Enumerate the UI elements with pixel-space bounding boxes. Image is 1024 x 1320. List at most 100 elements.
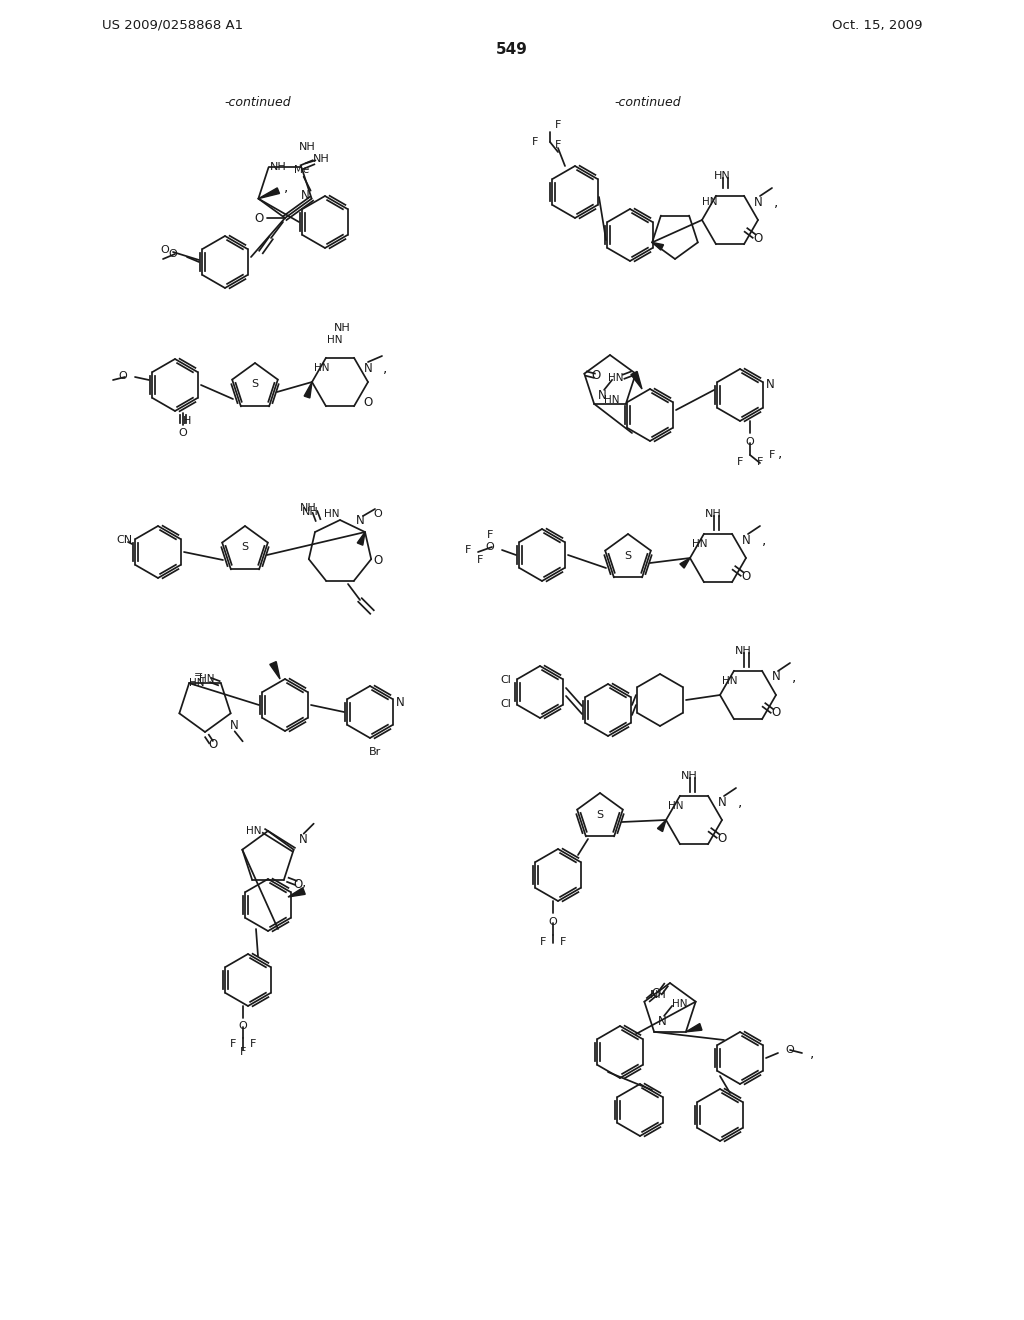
Text: =: =	[195, 671, 204, 680]
Text: O: O	[549, 917, 557, 927]
Text: US 2009/0258868 A1: US 2009/0258868 A1	[102, 18, 243, 32]
Text: O: O	[178, 428, 187, 438]
Text: ,: ,	[762, 533, 766, 546]
Text: N: N	[355, 513, 365, 527]
Text: F: F	[477, 554, 483, 565]
Text: F: F	[555, 140, 561, 150]
Polygon shape	[686, 1023, 702, 1032]
Text: O: O	[208, 738, 218, 751]
Text: O: O	[485, 543, 495, 552]
Text: NH: NH	[313, 154, 330, 165]
Text: ,: ,	[810, 1045, 814, 1060]
Text: F: F	[240, 1047, 246, 1057]
Text: ,: ,	[792, 671, 797, 684]
Text: O: O	[718, 832, 727, 845]
Text: O: O	[374, 553, 383, 566]
Text: S: S	[596, 810, 603, 820]
Text: NH: NH	[334, 323, 350, 333]
Text: F: F	[250, 1039, 256, 1049]
Text: Oct. 15, 2009: Oct. 15, 2009	[831, 18, 922, 32]
Text: HN: HN	[608, 372, 624, 383]
Text: O: O	[293, 878, 302, 891]
Text: HN: HN	[325, 510, 340, 519]
Text: F: F	[769, 450, 775, 459]
Text: S: S	[242, 543, 249, 552]
Text: ,: ,	[383, 360, 387, 375]
Text: O: O	[169, 249, 177, 259]
Text: O: O	[785, 1045, 795, 1055]
Text: F: F	[555, 120, 561, 129]
Text: HN: HN	[199, 675, 215, 684]
Text: O: O	[239, 1020, 248, 1031]
Polygon shape	[631, 371, 642, 389]
Text: -continued: -continued	[614, 95, 681, 108]
Text: N: N	[598, 389, 606, 403]
Text: N: N	[772, 671, 780, 684]
Text: S: S	[252, 379, 259, 389]
Text: O: O	[364, 396, 373, 408]
Text: ,: ,	[738, 795, 742, 809]
Text: N: N	[754, 195, 763, 209]
Text: F: F	[486, 531, 494, 540]
Text: NH: NH	[270, 162, 287, 173]
Text: N: N	[657, 1015, 667, 1028]
Text: NH: NH	[300, 503, 316, 513]
Text: HN: HN	[189, 678, 205, 688]
Text: NH: NH	[681, 771, 697, 781]
Text: NH: NH	[734, 645, 752, 656]
Text: ,: ,	[778, 446, 782, 459]
Text: HN: HN	[328, 335, 343, 345]
Text: HN: HN	[604, 395, 620, 405]
Text: HN: HN	[692, 539, 708, 549]
Text: ,: ,	[774, 195, 778, 209]
Text: H: H	[183, 416, 191, 426]
Text: O: O	[651, 987, 660, 1001]
Text: 549: 549	[496, 42, 528, 58]
Text: F: F	[531, 137, 539, 147]
Text: Me: Me	[294, 165, 309, 174]
Text: NH: NH	[705, 510, 721, 519]
Text: HN: HN	[672, 999, 687, 1008]
Text: ,: ,	[302, 875, 306, 888]
Text: N: N	[299, 833, 308, 846]
Text: Cl: Cl	[501, 675, 511, 685]
Text: O: O	[741, 569, 751, 582]
Text: F: F	[229, 1039, 237, 1049]
Text: F: F	[757, 457, 763, 467]
Text: NH: NH	[299, 143, 315, 152]
Text: O: O	[254, 211, 263, 224]
Text: S: S	[625, 550, 632, 561]
Polygon shape	[258, 187, 280, 198]
Text: O: O	[161, 246, 169, 255]
Text: O: O	[745, 437, 755, 447]
Text: N: N	[741, 533, 751, 546]
Text: N: N	[230, 719, 239, 731]
Text: F: F	[540, 937, 546, 946]
Text: F: F	[560, 937, 566, 946]
Text: F: F	[465, 545, 471, 554]
Polygon shape	[304, 381, 312, 397]
Polygon shape	[269, 661, 280, 678]
Text: N: N	[301, 189, 310, 202]
Text: N: N	[395, 696, 404, 709]
Text: NH: NH	[302, 507, 318, 517]
Text: O: O	[754, 231, 763, 244]
Text: Br: Br	[369, 747, 381, 756]
Text: HN: HN	[714, 172, 730, 181]
Text: N: N	[766, 379, 774, 392]
Text: Cl: Cl	[501, 700, 511, 709]
Text: O: O	[771, 706, 780, 719]
Text: N: N	[718, 796, 726, 808]
Polygon shape	[357, 532, 365, 545]
Text: HN: HN	[722, 676, 737, 686]
Text: HN: HN	[314, 363, 330, 374]
Text: NH: NH	[649, 990, 667, 1001]
Text: O: O	[592, 370, 601, 383]
Text: HN: HN	[246, 826, 262, 836]
Text: ,: ,	[285, 180, 289, 194]
Text: F: F	[737, 457, 743, 467]
Text: HN: HN	[702, 197, 718, 207]
Text: O: O	[374, 510, 382, 519]
Polygon shape	[652, 243, 664, 249]
Text: -continued: -continued	[224, 95, 291, 108]
